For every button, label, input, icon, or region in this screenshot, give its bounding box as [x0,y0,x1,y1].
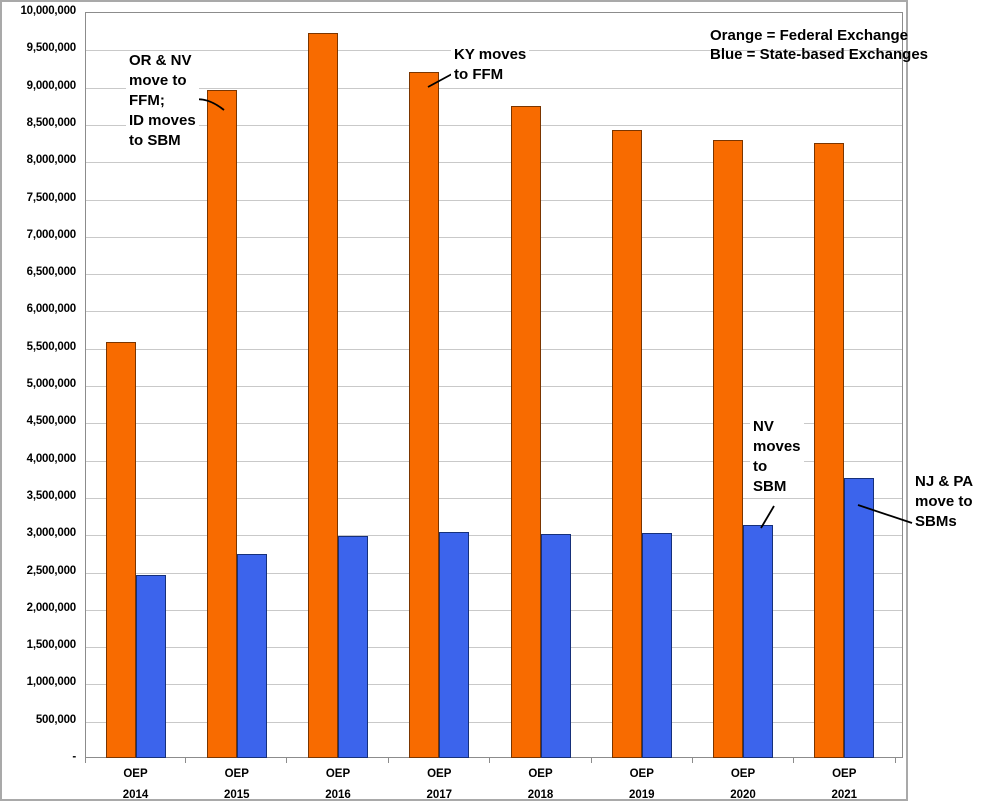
x-axis-tick [590,758,592,763]
gridline [86,647,902,649]
annotation-ky-ffm: KY moves to FFM [451,45,530,85]
x-axis-tick [85,758,86,763]
gridline [86,460,902,462]
bar-federal-exchange-2020 [713,139,743,758]
bar-state-based-exchanges-2018 [540,534,571,758]
y-axis-tick-label: 5,500,000 [26,340,77,353]
gridline [86,684,902,686]
y-axis-tick-label: 4,000,000 [26,452,77,465]
y-axis-tick-label: 5,000,000 [26,378,77,390]
bar-state-based-exchanges-2015 [236,554,267,758]
y-axis-tick-label: 9,000,000 [26,79,77,92]
gridline [86,572,902,574]
legend: Orange = Federal Exchange Blue = State-b… [710,26,928,64]
x-axis-tick [489,758,491,763]
annotation-or-nv-ffm: OR & NV move to FFM; ID moves to SBM [126,51,199,151]
y-axis-tick-label: 2,000,000 [26,601,77,614]
y-axis-tick-label: 8,500,000 [26,116,77,129]
gridline [86,274,902,276]
y-axis-tick-label: 7,000,000 [26,228,77,241]
gridline [86,535,902,537]
y-axis-tick-label: 1,500,000 [26,639,77,652]
bar-federal-exchange-2021 [814,142,845,758]
x-axis-category-label: OEP 2021 [831,768,858,801]
legend-state-label: Blue = State-based Exchanges [710,46,928,63]
x-axis-tick [894,758,896,763]
x-axis-tick [286,758,288,763]
y-axis-tick-label: 500,000 [35,713,76,726]
x-axis-category-label: OEP 2015 [223,768,250,801]
bar-state-based-exchanges-2021 [844,478,875,758]
bar-federal-exchange-2014 [105,341,136,758]
bar-federal-exchange-2017 [409,71,440,758]
x-axis-tick [692,758,693,763]
legend-federal-label: Orange = Federal Exchange [710,27,908,44]
x-axis-category-label: OEP 2019 [628,768,655,801]
y-axis-tick-label: 7,500,000 [26,191,77,204]
gridline [86,236,902,238]
bar-federal-exchange-2016 [308,32,338,758]
gridline [86,423,902,425]
bar-state-based-exchanges-2020 [743,525,773,758]
x-axis-tick [387,758,389,763]
y-axis-tick-label: 10,000,000 [20,5,76,17]
y-axis-tick-label: 6,500,000 [26,266,77,279]
gridline [86,311,902,313]
x-axis-category-label: OEP 2016 [325,768,351,801]
bar-state-based-exchanges-2017 [439,531,470,758]
x-axis-tick [185,758,186,763]
y-axis-tick-label: 2,500,000 [26,564,77,577]
bar-federal-exchange-2018 [510,105,541,758]
gridline [86,348,902,350]
bar-state-based-exchanges-2016 [338,536,368,758]
y-axis-tick-label: 6,000,000 [26,303,77,316]
gridline [86,497,902,499]
y-axis-tick-label: 3,500,000 [26,489,77,502]
gridline [86,124,902,126]
gridline [86,721,902,723]
x-axis-tick [793,758,795,763]
x-axis-category-label: OEP 2014 [122,768,149,801]
gridline [86,609,902,611]
y-axis-tick-label: 4,500,000 [26,415,77,428]
bar-federal-exchange-2015 [206,89,237,758]
gridline [86,199,902,201]
y-axis-tick-label: 1,000,000 [26,676,77,689]
annotation-nj-pa-sbm: NJ & PA move to SBMs [915,473,974,530]
y-axis-tick-label: 8,000,000 [26,154,77,167]
annotation-nv-sbm: NV moves to SBM [750,417,804,497]
gridline [86,87,902,89]
x-axis-category-label: OEP 2017 [426,768,453,801]
y-axis-tick-label: - [72,751,76,763]
y-axis-tick-label: 9,500,000 [26,42,77,55]
gridline [86,162,902,164]
bar-federal-exchange-2019 [611,129,642,758]
bar-state-based-exchanges-2014 [135,575,166,758]
gridline [86,386,902,387]
y-axis-tick-label: 3,000,000 [26,527,77,540]
bar-state-based-exchanges-2019 [641,532,672,758]
x-axis-category-label: OEP 2020 [730,768,756,801]
x-axis-category-label: OEP 2018 [527,768,554,801]
